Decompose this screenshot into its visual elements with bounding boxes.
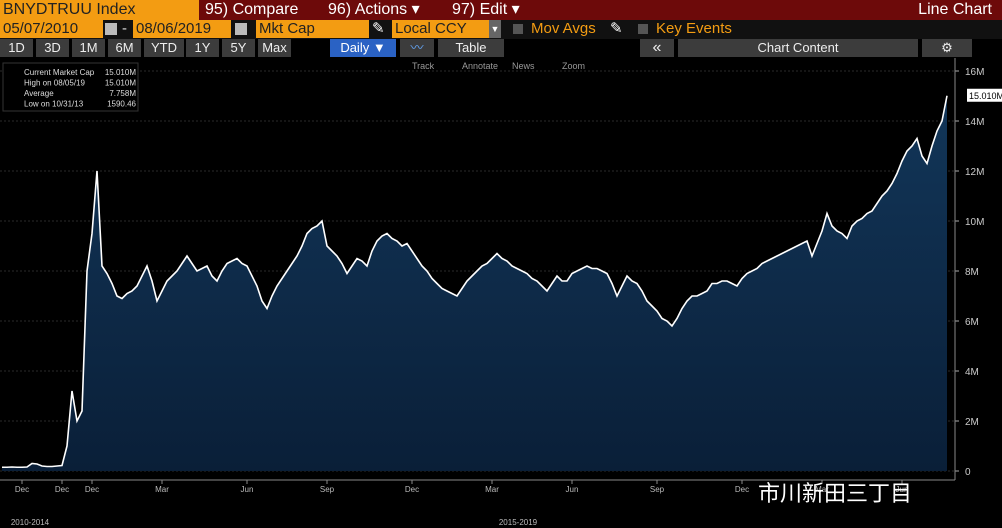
start-date[interactable]: 05/07/2010: [0, 20, 103, 38]
chart-kind: Line Chart: [918, 1, 992, 18]
chart-tool[interactable]: News: [512, 61, 535, 71]
legend-value: 7.758M: [109, 89, 136, 98]
range-button[interactable]: 5Y: [222, 39, 255, 57]
chart-content-button[interactable]: Chart Content: [678, 39, 918, 57]
x-tick-label: Dec: [85, 485, 99, 494]
watermark: 市川新田三丁目: [758, 482, 913, 507]
currency-select[interactable]: Local CCY: [392, 20, 491, 38]
x-tick-label: Sep: [650, 485, 665, 494]
pencil-icon[interactable]: ✎: [610, 20, 623, 37]
actions-menu[interactable]: 96) Actions ▾: [328, 1, 420, 18]
range-button[interactable]: 6M: [108, 39, 141, 57]
y-tick-label: 12M: [965, 167, 984, 178]
field-select[interactable]: Mkt Cap: [256, 20, 369, 38]
legend-value: 15.010M: [105, 68, 136, 77]
x-tick-label: Dec: [735, 485, 749, 494]
pencil-icon[interactable]: ✎: [372, 20, 385, 37]
calendar-icon[interactable]: [235, 23, 247, 35]
legend-label: Low on 10/31/13: [24, 100, 84, 109]
legend-box: [2, 62, 139, 112]
legend-value: 15.010M: [105, 79, 136, 88]
frequency-select[interactable]: Daily ▼: [330, 39, 396, 57]
chart-icon[interactable]: 〰: [400, 39, 434, 57]
dropdown-arrow[interactable]: ▼: [489, 20, 501, 38]
range-button[interactable]: Max: [258, 39, 291, 57]
legend-value: 1590.46: [107, 100, 136, 109]
y-tick-label: 14M: [965, 117, 984, 128]
legend-label: Current Market Cap: [24, 68, 95, 77]
x-tick-label: Dec: [15, 485, 29, 494]
x-tick-label: Jun: [566, 485, 579, 494]
settings-button[interactable]: ⚙: [922, 39, 972, 57]
compare-menu[interactable]: 95) Compare: [205, 1, 299, 18]
chart-tool[interactable]: Annotate: [462, 61, 498, 71]
area: [2, 95, 947, 471]
key-events-label: Key Events: [656, 20, 732, 37]
table-button[interactable]: Table: [438, 39, 504, 57]
period-label: 2010-2014: [11, 518, 50, 527]
y-tick-label: 2M: [965, 417, 979, 428]
value-label-box: [967, 88, 1002, 102]
x-tick-label: Dec: [405, 485, 419, 494]
edit-menu[interactable]: 97) Edit ▾: [452, 1, 520, 18]
y-tick-label: 10M: [965, 217, 984, 228]
key-events[interactable]: Key Events: [638, 20, 732, 38]
x-tick-label: Sep: [320, 485, 335, 494]
x-tick-label: Jun: [241, 485, 254, 494]
mov-avgs[interactable]: Mov Avgs: [513, 20, 596, 38]
value-label: 15.010M: [969, 91, 1002, 101]
y-tick-label: 0: [965, 467, 971, 478]
x-tick-label: Mar: [485, 485, 499, 494]
range-button[interactable]: YTD: [144, 39, 184, 57]
settings-bar: [0, 20, 1002, 39]
mov-avgs-label: Mov Avgs: [531, 20, 596, 37]
range-button[interactable]: 3D: [36, 39, 69, 57]
calendar-icon[interactable]: [105, 23, 117, 35]
end-date[interactable]: 08/06/2019: [133, 20, 231, 38]
y-tick-label: 8M: [965, 267, 979, 278]
chart-tool[interactable]: Zoom: [562, 61, 585, 71]
range-button[interactable]: 1Y: [186, 39, 219, 57]
date-sep: -: [122, 20, 127, 37]
range-button[interactable]: 1M: [72, 39, 105, 57]
chart-tool[interactable]: Track: [412, 61, 435, 71]
collapse-button[interactable]: «: [640, 39, 674, 57]
line: [2, 95, 948, 469]
y-tick-label: 4M: [965, 367, 979, 378]
x-tick-label: Mar: [815, 485, 829, 494]
legend-label: Average: [24, 89, 54, 98]
range-button[interactable]: 1D: [0, 39, 33, 57]
x-tick-label: Dec: [55, 485, 69, 494]
y-tick-label: 16M: [965, 67, 984, 78]
ticker[interactable]: BNYDTRUU Index: [0, 0, 199, 20]
period-label: 2015-2019: [499, 518, 538, 527]
x-tick-label: Jun: [896, 485, 909, 494]
x-tick-label: Mar: [155, 485, 169, 494]
y-tick-label: 6M: [965, 317, 979, 328]
top-bar: [0, 0, 1002, 20]
legend-label: High on 08/05/19: [24, 79, 85, 88]
